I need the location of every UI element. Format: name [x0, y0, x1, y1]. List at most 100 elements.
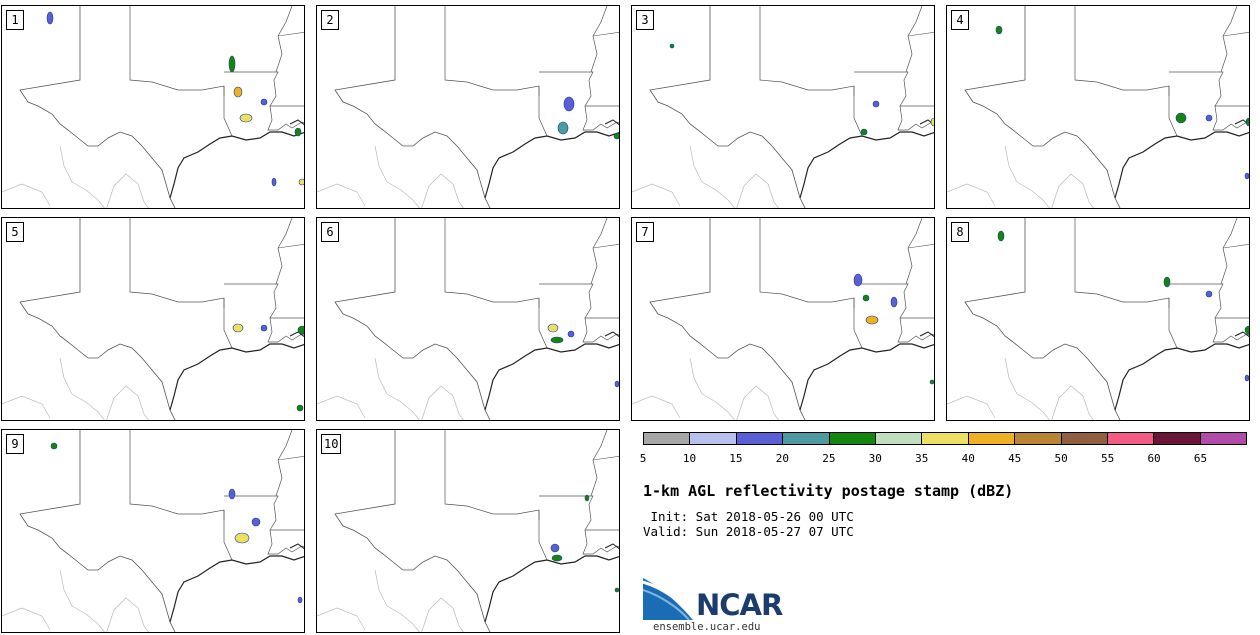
colorbar-segment: [690, 433, 737, 444]
storm-cell: [260, 324, 268, 332]
storm-cell: [860, 128, 868, 136]
colorbar-segment: [922, 433, 969, 444]
member-number-label: 6: [321, 222, 339, 242]
storm-cell: [550, 543, 560, 553]
member-panel-8: 8: [946, 217, 1250, 421]
member-panel-9: 9: [1, 429, 305, 633]
storm-cell: [294, 127, 302, 137]
storm-cell: [271, 177, 277, 187]
member-number-label: 7: [636, 222, 654, 242]
colorbar-tick-label: 45: [1008, 452, 1022, 465]
storm-cell: [239, 113, 253, 123]
basemap: [317, 430, 619, 632]
basemap: [947, 218, 1249, 420]
storm-cell: [1245, 117, 1249, 127]
storm-cell: [890, 296, 898, 308]
basemap: [632, 218, 934, 420]
basemap: [632, 6, 934, 208]
reflectivity-colorbar: [643, 432, 1247, 445]
member-number-label: 3: [636, 10, 654, 30]
storm-cell: [929, 379, 934, 385]
member-number-label: 5: [6, 222, 24, 242]
member-panel-5: 5: [1, 217, 305, 421]
member-number-label: 4: [951, 10, 969, 30]
storm-cell: [995, 25, 1003, 35]
storm-cell: [547, 323, 559, 333]
storm-cell: [1163, 276, 1171, 288]
storm-cell: [551, 554, 563, 562]
colorbar-segment: [1107, 433, 1155, 444]
basemap: [317, 6, 619, 208]
member-number-label: 8: [951, 222, 969, 242]
colorbar-segment: [1061, 433, 1108, 444]
basemap: [317, 218, 619, 420]
colorbar-segment: [1200, 433, 1247, 444]
storm-cell: [1175, 112, 1187, 124]
storm-cell: [614, 587, 619, 593]
basemap: [2, 218, 304, 420]
storm-cell: [997, 230, 1005, 242]
colorbar-tick-label: 40: [961, 452, 975, 465]
member-panel-2: 2: [316, 5, 620, 209]
storm-cell: [228, 55, 236, 73]
storm-cell: [1244, 172, 1249, 180]
basemap: [947, 6, 1249, 208]
colorbar-tick-label: 35: [915, 452, 929, 465]
storm-cell: [669, 43, 675, 49]
storm-cell: [584, 494, 590, 502]
valid-time: Valid: Sun 2018-05-27 07 UTC: [643, 524, 854, 539]
storm-cell: [557, 121, 569, 135]
member-number-label: 9: [6, 434, 24, 454]
colorbar-tick-label: 55: [1100, 452, 1115, 465]
website-url: ensemble.ucar.edu: [653, 621, 761, 633]
storm-cell: [234, 532, 250, 544]
storm-cell: [1244, 325, 1249, 335]
storm-cell: [865, 315, 879, 325]
member-number-label: 10: [321, 434, 342, 454]
storm-cell: [1244, 374, 1249, 382]
storm-cell: [567, 330, 575, 338]
colorbar-segment: [875, 433, 923, 444]
storm-cell: [228, 488, 236, 500]
storm-cell: [297, 325, 304, 335]
logo-text: NCAR: [696, 588, 783, 622]
colorbar-tick-label: 20: [775, 452, 789, 465]
colorbar-segment: [829, 433, 876, 444]
storm-cell: [1205, 290, 1213, 298]
storm-cell: [550, 336, 564, 344]
member-number-label: 1: [6, 10, 24, 30]
storm-cell: [232, 323, 244, 333]
member-panel-10: 10: [316, 429, 620, 633]
colorbar-tick-label: 50: [1054, 452, 1068, 465]
storm-cell: [251, 517, 261, 527]
storm-cell: [614, 380, 619, 388]
storm-cell: [297, 596, 303, 604]
colorbar-segment: [968, 433, 1016, 444]
storm-cell: [233, 86, 243, 98]
member-panel-1: 1: [1, 5, 305, 209]
storm-cell: [50, 442, 58, 450]
storm-cell: [46, 11, 54, 25]
figure-title: 1-km AGL reflectivity postage stamp (dBZ…: [643, 482, 1014, 500]
storm-cell: [613, 132, 619, 140]
member-panel-7: 7: [631, 217, 935, 421]
basemap: [2, 430, 304, 632]
colorbar-tick-label: 15: [729, 452, 743, 465]
colorbar-segment: [736, 433, 784, 444]
storm-cell: [872, 100, 880, 108]
storm-cell: [296, 404, 304, 412]
storm-cell: [1205, 114, 1213, 122]
colorbar-segment: [783, 433, 830, 444]
basemap: [2, 6, 304, 208]
storm-cell: [853, 273, 863, 287]
colorbar-tick-label: 65: [1193, 452, 1208, 465]
member-number-label: 2: [321, 10, 339, 30]
init-time: Init: Sat 2018-05-26 00 UTC: [643, 509, 854, 524]
colorbar-segment: [644, 433, 691, 444]
storm-cell: [260, 98, 268, 106]
storm-cell: [563, 96, 575, 112]
colorbar-tick-label: 10: [682, 452, 697, 465]
colorbar-segment: [1154, 433, 1201, 444]
member-panel-4: 4: [946, 5, 1250, 209]
member-panel-3: 3: [631, 5, 935, 209]
